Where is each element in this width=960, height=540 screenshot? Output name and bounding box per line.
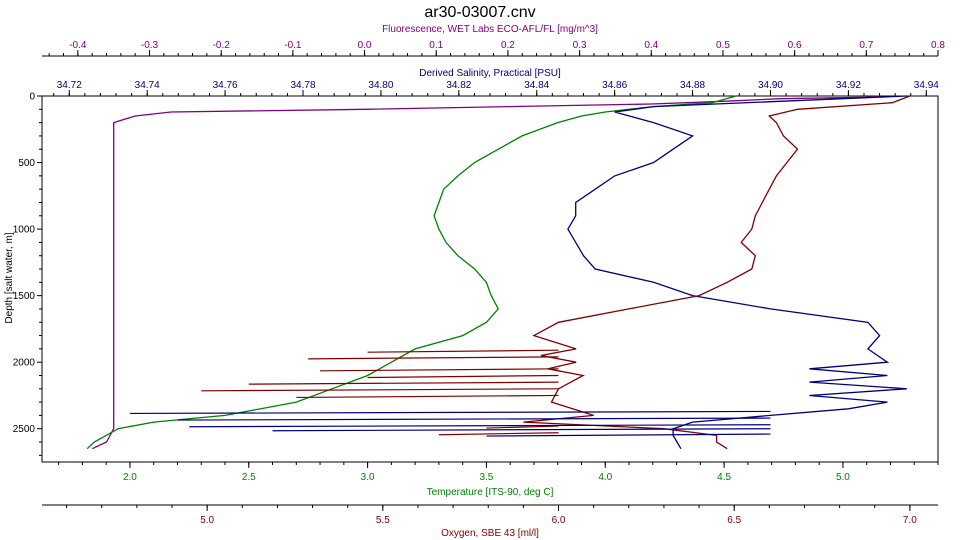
depth-tick-label: 0 [29, 92, 35, 103]
salinity-tick-label: 34.92 [836, 80, 861, 91]
salinity-tick-label: 34.74 [135, 80, 160, 91]
fluorescence-profile-line [91, 95, 881, 450]
fluorescence-tick-label: 0.8 [931, 40, 945, 51]
depth-tick-label: 2000 [13, 358, 36, 369]
fluorescence-tick-label: 0.0 [358, 40, 372, 51]
temperature-axis-label: Temperature [ITS-90, deg C] [427, 487, 554, 498]
salinity-tick-label: 34.76 [213, 80, 238, 91]
temperature-tick-label: 2.5 [242, 472, 256, 483]
temperature-tick-label: 4.0 [598, 472, 612, 483]
depth-axis-label: Depth [salt water, m] [4, 232, 15, 323]
fluorescence-tick-label: 0.1 [429, 40, 443, 51]
chart-title: ar30-03007.cnv [424, 4, 535, 21]
temperature-tick-label: 4.5 [717, 472, 731, 483]
intrusion-spike [189, 424, 771, 428]
depth-tick-label: 1000 [13, 225, 36, 236]
fluorescence-tick-label: 0.3 [573, 40, 587, 51]
temperature-tick-label: 2.0 [123, 472, 137, 483]
oxygen-tick-label: 5.0 [200, 515, 214, 526]
fluorescence-tick-label: 0.2 [501, 40, 515, 51]
fluorescence-tick-label: -0.2 [213, 40, 231, 51]
salinity-tick-label: 34.80 [368, 80, 393, 91]
salinity-tick-label: 34.82 [446, 80, 471, 91]
intrusion-spike [367, 374, 559, 379]
oxygen-tick-label: 6.5 [727, 515, 741, 526]
intrusion-spike [201, 388, 559, 392]
intrusion-spike [296, 394, 559, 399]
temperature-tick-label: 3.5 [479, 472, 493, 483]
temperature-tick-label: 3.0 [361, 472, 375, 483]
oxygen-tick-label: 5.5 [376, 515, 390, 526]
intrusion-spike [486, 425, 559, 429]
oxygen-tick-label: 7.0 [903, 515, 917, 526]
salinity-tick-label: 34.90 [758, 80, 783, 91]
salinity-tick-label: 34.86 [602, 80, 627, 91]
salinity-tick-label: 34.78 [290, 80, 315, 91]
depth-tick-label: 1500 [13, 291, 36, 302]
intrusion-spike [367, 349, 559, 353]
fluorescence-tick-label: -0.4 [69, 40, 87, 51]
intrusion-spike [438, 432, 559, 436]
temperature-tick-label: 5.0 [836, 472, 850, 483]
oxygen-axis-label: Oxygen, SBE 43 [ml/l] [441, 528, 539, 539]
intrusion-spike [129, 410, 771, 415]
temperature-profile-line [86, 95, 737, 450]
intrusion-spike [248, 381, 559, 385]
intrusion-spike [320, 368, 559, 372]
oxygen-profile-line [523, 95, 911, 450]
fluorescence-tick-label: 0.5 [716, 40, 730, 51]
fluorescence-tick-label: 0.6 [788, 40, 802, 51]
salinity-tick-label: 34.72 [57, 80, 82, 91]
fluorescence-tick-label: 0.7 [859, 40, 873, 51]
depth-tick-label: 2500 [13, 424, 36, 435]
salinity-profile-line [567, 95, 907, 450]
axes-layer: 0 500 1000 1500 2000 2500 -0.4 -0.3 -0.2 -0.1 0.0 0… [13, 40, 946, 526]
fluorescence-tick-label: -0.3 [141, 40, 159, 51]
fluorescence-axis-label: Fluorescence, WET Labs ECO-AFL/FL [mg/m^… [382, 24, 598, 35]
salinity-tick-label: 34.88 [680, 80, 705, 91]
salinity-tick-label: 34.94 [914, 80, 939, 91]
series-layer [86, 95, 911, 450]
fluorescence-tick-label: -0.1 [284, 40, 302, 51]
intrusion-spike [272, 428, 771, 432]
salinity-axis-label: Derived Salinity, Practical [PSU] [419, 68, 561, 79]
intrusion-spike [308, 356, 559, 360]
plot-frame [41, 95, 939, 463]
salinity-tick-label: 34.84 [524, 80, 549, 91]
depth-tick-label: 500 [18, 158, 35, 169]
intrusion-spike [177, 417, 771, 421]
fluorescence-tick-label: 0.4 [644, 40, 658, 51]
intrusion-spike [486, 433, 771, 437]
oxygen-tick-label: 6.0 [552, 515, 566, 526]
